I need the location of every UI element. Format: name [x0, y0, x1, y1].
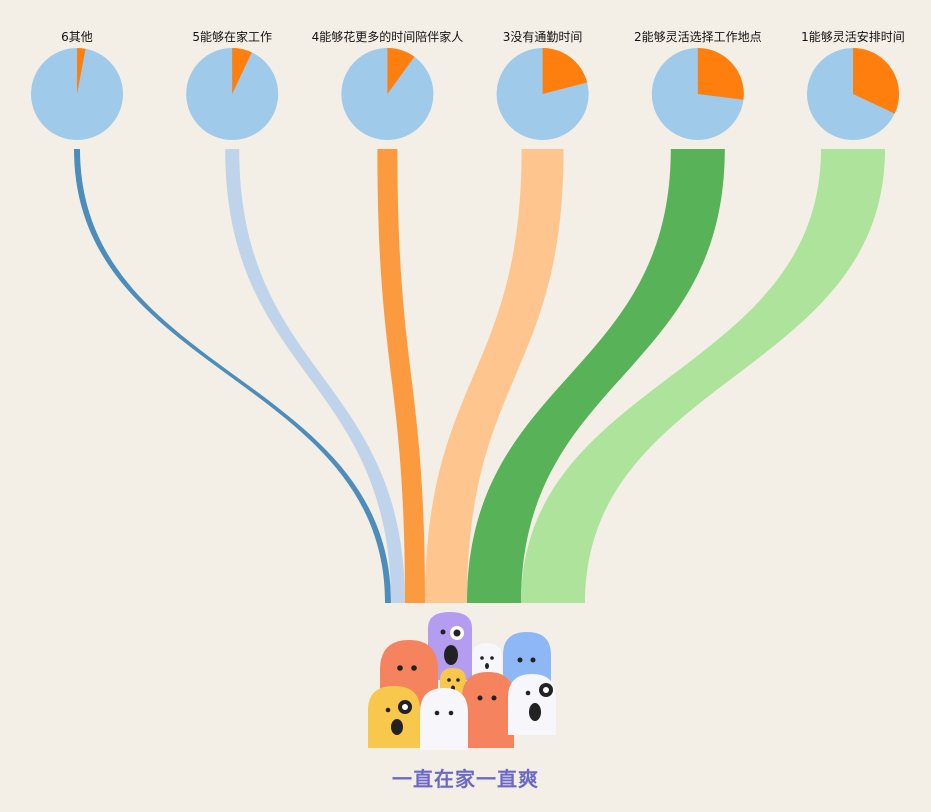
- category-label-2: 5能够在家工作: [192, 29, 272, 44]
- pie-remainder-2: [186, 48, 279, 140]
- screaming-yellow-ghost-icon: [368, 686, 420, 748]
- category-label-4: 3没有通勤时间: [503, 29, 583, 44]
- pie-slice-6: [853, 48, 900, 114]
- flow-band-4: [425, 149, 564, 603]
- category-label-5: 2能够灵活选择工作地点: [634, 30, 762, 44]
- pie-slice-3: [387, 48, 415, 94]
- ghost-mascot-illustration: [368, 612, 556, 750]
- screaming-white-ghost-icon: [508, 674, 556, 735]
- logo-caption: 一直在家一直爽: [392, 767, 539, 791]
- category-label-6: 1能够灵活安排时间: [801, 29, 905, 44]
- white-ghost-icon: [420, 688, 468, 750]
- category-label-group: 6其他 5能够在家工作 4能够花更多的时间陪伴家人 3没有通勤时间 2能够灵活选择工作地…: [61, 29, 905, 44]
- flow-band-2: [225, 149, 405, 603]
- flow-band-group: [74, 149, 885, 603]
- orange-ghost-right-icon: [462, 672, 514, 748]
- flow-band-1: [74, 149, 391, 603]
- pie-slice-5: [697, 48, 744, 100]
- flow-band-6: [521, 149, 885, 603]
- pie-slice-1: [77, 47, 86, 94]
- flow-band-3: [377, 149, 425, 603]
- category-label-1: 6其他: [61, 30, 93, 44]
- flow-band-5: [467, 149, 725, 603]
- purple-ghost-icon: [428, 612, 472, 680]
- pie-chart-group: [31, 47, 900, 140]
- pie-slice-2: [232, 48, 252, 94]
- category-label-3: 4能够花更多的时间陪伴家人: [312, 29, 464, 44]
- pie-slice-4: [542, 48, 588, 94]
